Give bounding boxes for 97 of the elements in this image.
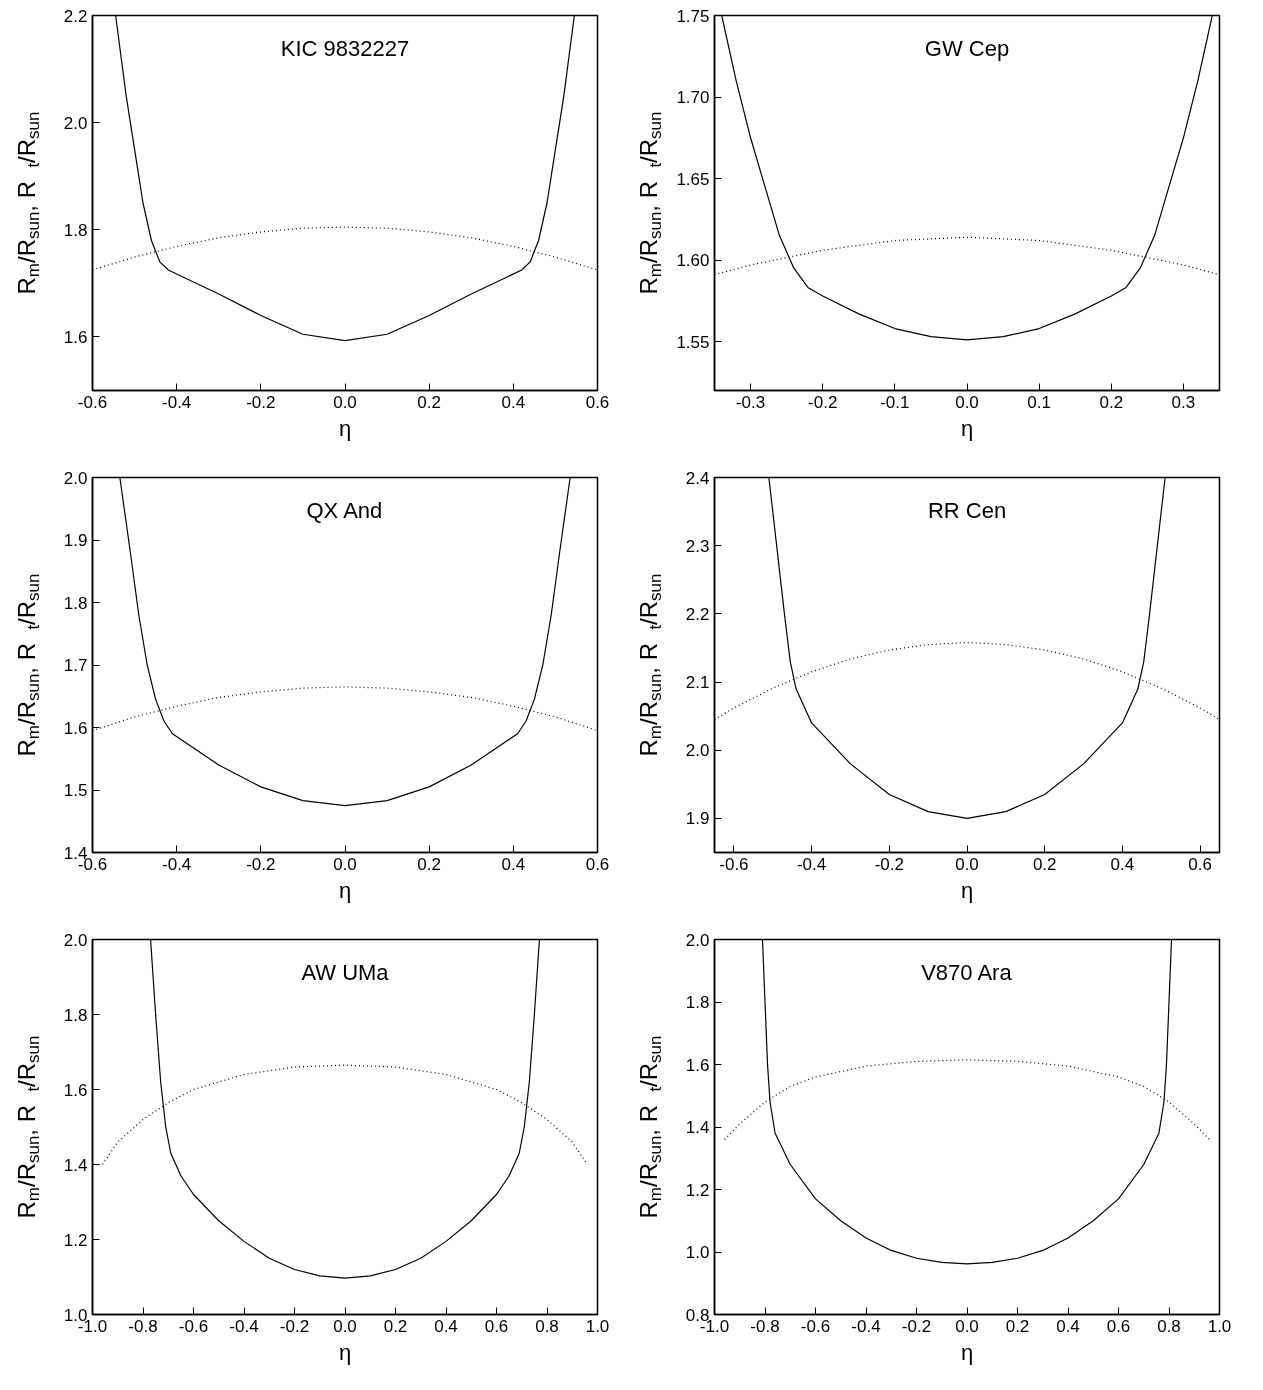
x-tick-label: 0.8 [1157, 1316, 1181, 1336]
y-tick-label: 2.0 [63, 468, 88, 488]
y-tick-label: 2.2 [63, 6, 88, 26]
x-tick-label: 0.8 [535, 1316, 559, 1336]
x-tick-label: 0.6 [484, 1316, 509, 1336]
text: KIC 9832227 [280, 35, 410, 61]
x-tick-label: 0.0 [955, 392, 979, 412]
y-tick-label: 1.60 [676, 251, 710, 271]
y-tick-label: 1.9 [685, 809, 710, 829]
x-tick-label: 0.4 [434, 1316, 458, 1336]
y-tick-label: 1.2 [63, 1230, 88, 1250]
y-tick-label: 2.0 [685, 741, 710, 761]
y-tick-label: 1.65 [676, 169, 710, 189]
x-tick-label: 0.4 [501, 854, 526, 874]
x-tick-label: 0.2 [1099, 392, 1124, 412]
text: AW UMa [301, 959, 390, 985]
x-tick-label: 0.4 [1056, 1316, 1080, 1336]
y-tick-label: 1.75 [676, 6, 710, 26]
x-tick-label: -0.6 [77, 392, 108, 412]
x-tick-label: 0.2 [383, 1316, 408, 1336]
x-tick-label: 0.0 [333, 1316, 357, 1336]
x-axis-title: η [960, 1339, 974, 1365]
y-tick-label: 1.6 [63, 327, 88, 347]
x-tick-label: -0.2 [279, 1316, 310, 1336]
x-tick-label: -0.2 [808, 392, 838, 412]
x-tick-label: -0.8 [128, 1316, 158, 1336]
x-tick-label: 0.2 [417, 392, 441, 412]
y-tick-label: 1.5 [63, 781, 88, 800]
x-tick-label: -0.4 [229, 1316, 259, 1336]
y-tick-label: 1.55 [676, 332, 710, 352]
x-tick-label: 0.6 [1106, 1316, 1131, 1336]
x-tick-label: 0.6 [1188, 854, 1212, 874]
y-tick-label: 2.4 [685, 468, 710, 488]
x-tick-label: 1.0 [1207, 1316, 1232, 1336]
y-tick-label: 1.0 [685, 1243, 710, 1262]
x-tick-label: -0.2 [874, 854, 904, 874]
x-tick-label: -0.4 [162, 392, 192, 412]
y-tick-label: 1.6 [63, 718, 88, 738]
y-tick-label: 1.6 [63, 1080, 88, 1100]
x-tick-label: -0.4 [796, 854, 827, 874]
y-axis-title: Rm/Rsun, Rt/Rsun [13, 1035, 43, 1219]
x-tick-label: 0.1 [1027, 392, 1051, 412]
y-tick-label: 1.8 [63, 220, 88, 240]
y-tick-label: 1.8 [685, 993, 710, 1012]
y-tick-label: 2.1 [685, 673, 710, 693]
y-tick-label: 1.4 [685, 1118, 710, 1137]
x-tick-label: 0.2 [1032, 854, 1057, 874]
x-tick-label: 0.2 [417, 854, 441, 874]
x-tick-label: -0.2 [901, 1316, 932, 1336]
x-tick-label: -0.6 [800, 1316, 831, 1336]
x-axis-title: η [338, 1339, 352, 1365]
y-tick-label: 1.8 [63, 593, 88, 613]
y-axis-title: Rm/Rsun, Rt/Rsun [635, 573, 665, 757]
x-axis-title: η [960, 877, 974, 903]
x-tick-label: -0.4 [162, 854, 192, 874]
y-tick-label: 2.0 [63, 930, 88, 950]
text: RR Cen [927, 497, 1007, 523]
y-axis-title: Rm/Rsun, Rt/Rsun [13, 573, 43, 757]
x-tick-label: 0.6 [585, 854, 610, 874]
x-tick-label: 0.4 [501, 392, 526, 412]
x-tick-label: 0.0 [955, 854, 979, 874]
y-tick-label: 1.7 [63, 656, 88, 675]
y-tick-label: 1.8 [63, 1005, 88, 1025]
text: V870 Ara [921, 959, 1013, 985]
y-axis-title: Rm/Rsun, Rt/Rsun [13, 111, 43, 295]
y-tick-label: 2.3 [685, 536, 710, 556]
y-tick-label: 1.4 [63, 1155, 88, 1175]
y-tick-label: 2.2 [685, 604, 710, 624]
x-tick-label: -0.6 [178, 1316, 209, 1336]
x-tick-label: -0.2 [246, 854, 276, 874]
x-axis-title: η [338, 877, 352, 903]
x-tick-label: -0.3 [735, 392, 766, 412]
x-tick-label: 0.0 [955, 1316, 979, 1336]
x-tick-label: -0.8 [750, 1316, 780, 1336]
x-tick-label: -0.4 [851, 1316, 881, 1336]
x-axis-title: η [338, 415, 352, 441]
x-tick-label: 0.0 [333, 854, 357, 874]
x-tick-label: -0.1 [880, 392, 910, 412]
x-tick-label: 0.6 [585, 392, 610, 412]
x-tick-label: 0.0 [333, 392, 357, 412]
y-axis-title: Rm/Rsun, Rt/Rsun [635, 1035, 665, 1219]
y-tick-label: 1.2 [685, 1180, 710, 1200]
x-tick-label: -0.6 [719, 854, 749, 874]
x-axis-title: η [960, 415, 974, 441]
text: QX And [306, 497, 383, 523]
text: GW Cep [924, 35, 1010, 61]
x-tick-label: 0.4 [1110, 854, 1135, 874]
y-tick-label: 2.0 [63, 113, 88, 133]
y-tick-label: 1.9 [63, 531, 88, 550]
y-tick-label: 1.70 [676, 88, 710, 108]
x-tick-label: 0.3 [1171, 392, 1196, 412]
x-tick-label: 1.0 [585, 1316, 610, 1336]
y-tick-label: 1.6 [685, 1055, 710, 1075]
x-tick-label: -0.2 [246, 392, 276, 412]
x-tick-label: 0.2 [1005, 1316, 1030, 1336]
y-axis-title: Rm/Rsun, Rt/Rsun [635, 111, 665, 295]
y-tick-label: 2.0 [685, 930, 710, 950]
